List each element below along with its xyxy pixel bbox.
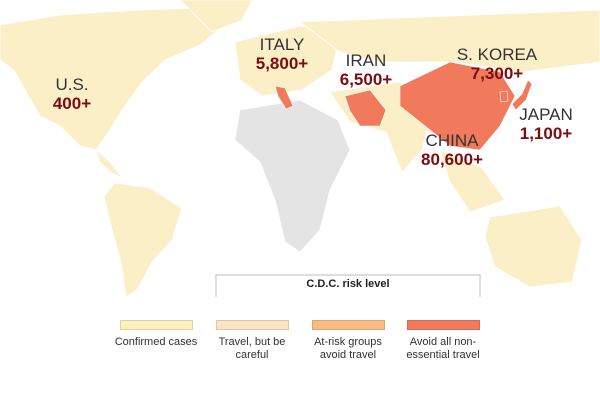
country-name: ITALY [259, 35, 305, 54]
legend-bracket [215, 274, 481, 297]
legend-label: Travel, but be careful [218, 336, 286, 362]
south-america [103, 182, 183, 298]
legend-swatch [406, 320, 480, 330]
legend-item: Avoid all non-essential travel [398, 320, 488, 362]
japan [511, 79, 533, 111]
country-label: ITALY 5,800+ [255, 35, 309, 73]
case-count: 6,500+ [339, 69, 393, 89]
country-name: JAPAN [519, 105, 573, 124]
africa [234, 99, 351, 253]
case-count: 80,600+ [421, 149, 483, 169]
legend-label: Avoid all non-essential travel [406, 336, 480, 362]
legend-item: Confirmed cases [111, 320, 201, 349]
legend-title: C.D.C. risk level [306, 278, 390, 290]
country-label: JAPAN 1,100+ [519, 105, 573, 143]
country-name: S. KOREA [456, 45, 538, 64]
south-korea [499, 90, 509, 103]
southeast-asia [439, 149, 506, 213]
legend-label: At-risk groups avoid travel [314, 336, 382, 362]
country-label: CHINA 80,600+ [421, 131, 483, 169]
north-america [0, 7, 229, 151]
iran [344, 89, 387, 127]
central-america [95, 148, 123, 179]
legend-swatch [215, 320, 289, 330]
north-asia [298, 9, 600, 73]
case-count: 1,100+ [519, 123, 573, 143]
country-label: S. KOREA 7,300+ [456, 45, 538, 83]
legend-swatch [311, 320, 385, 330]
italy [274, 85, 294, 110]
legend-item: Travel, but be careful [207, 320, 297, 362]
case-count: 7,300+ [470, 63, 524, 83]
legend-item: At-risk groups avoid travel [303, 320, 393, 362]
case-count: 400+ [52, 93, 92, 113]
legend-swatch [119, 320, 193, 330]
country-name: CHINA [425, 131, 479, 150]
country-name: U.S. [55, 75, 89, 94]
legend-label: Confirmed cases [114, 336, 198, 348]
country-label: U.S. 400+ [52, 75, 92, 113]
case-count: 5,800+ [255, 53, 309, 73]
china [399, 61, 516, 151]
australia [484, 205, 583, 288]
country-name: IRAN [345, 51, 387, 70]
greenland [179, 0, 253, 33]
country-label: IRAN 6,500+ [339, 51, 393, 89]
